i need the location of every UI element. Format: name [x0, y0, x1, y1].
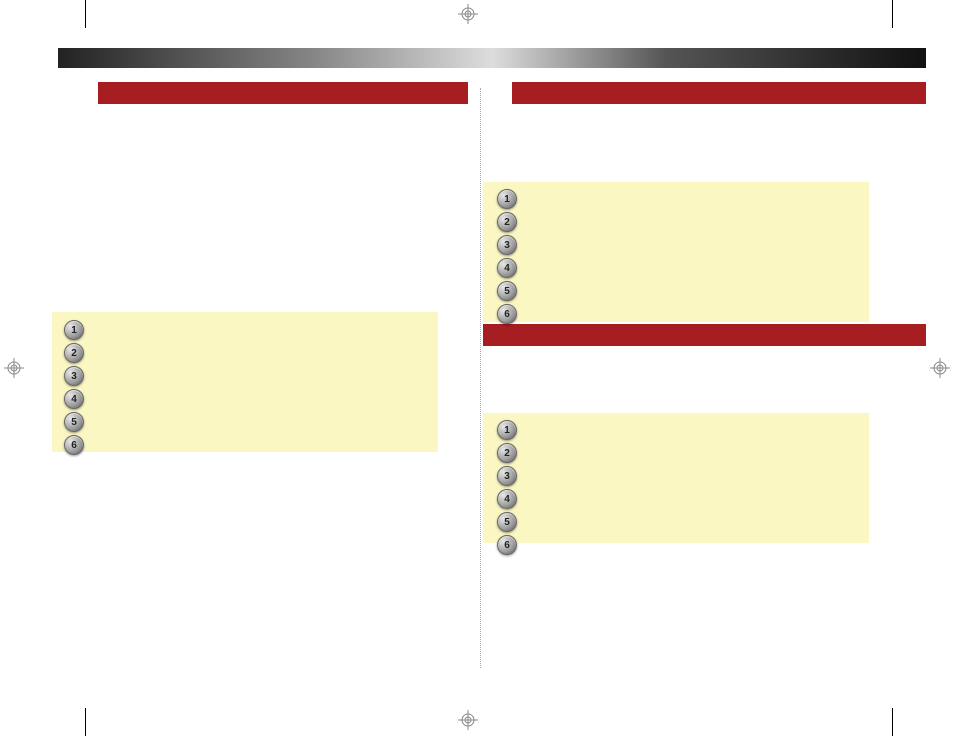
- step-badge: 6: [497, 304, 517, 324]
- header-banner-image: [58, 48, 926, 68]
- step-badge: 3: [64, 366, 84, 386]
- step-badge: 3: [497, 466, 517, 486]
- registration-mark-left: [4, 358, 24, 378]
- highlight-box-right-top: [483, 182, 869, 322]
- section-heading-bar-right-top: [512, 82, 926, 104]
- step-badge: 1: [497, 189, 517, 209]
- step-badge: 4: [497, 489, 517, 509]
- step-badge: 6: [497, 535, 517, 555]
- registration-mark-right: [930, 358, 950, 378]
- crop-mark-top-right: [892, 0, 893, 28]
- step-badge: 1: [64, 320, 84, 340]
- step-badges-left: 1 2 3 4 5 6: [64, 320, 84, 458]
- registration-mark-top: [458, 4, 478, 24]
- crop-mark-bottom-left: [85, 708, 86, 736]
- section-heading-bar-right-mid: [483, 324, 926, 346]
- step-badge: 4: [64, 389, 84, 409]
- highlight-box-left: [52, 312, 438, 452]
- highlight-box-right-bottom: [483, 413, 869, 543]
- section-heading-bar-left: [98, 82, 468, 104]
- step-badge: 5: [64, 412, 84, 432]
- step-badge: 2: [497, 443, 517, 463]
- step-badge: 2: [497, 212, 517, 232]
- step-badge: 6: [64, 435, 84, 455]
- step-badge: 4: [497, 258, 517, 278]
- registration-mark-bottom: [458, 710, 478, 730]
- step-badge: 5: [497, 281, 517, 301]
- step-badge: 1: [497, 420, 517, 440]
- page-center-divider: [480, 88, 481, 668]
- step-badge: 5: [497, 512, 517, 532]
- crop-mark-top-left: [85, 0, 86, 28]
- crop-mark-bottom-right: [892, 708, 893, 736]
- step-badge: 2: [64, 343, 84, 363]
- step-badges-right-bottom: 1 2 3 4 5 6: [497, 420, 517, 558]
- step-badge: 3: [497, 235, 517, 255]
- step-badges-right-top: 1 2 3 4 5 6: [497, 189, 517, 327]
